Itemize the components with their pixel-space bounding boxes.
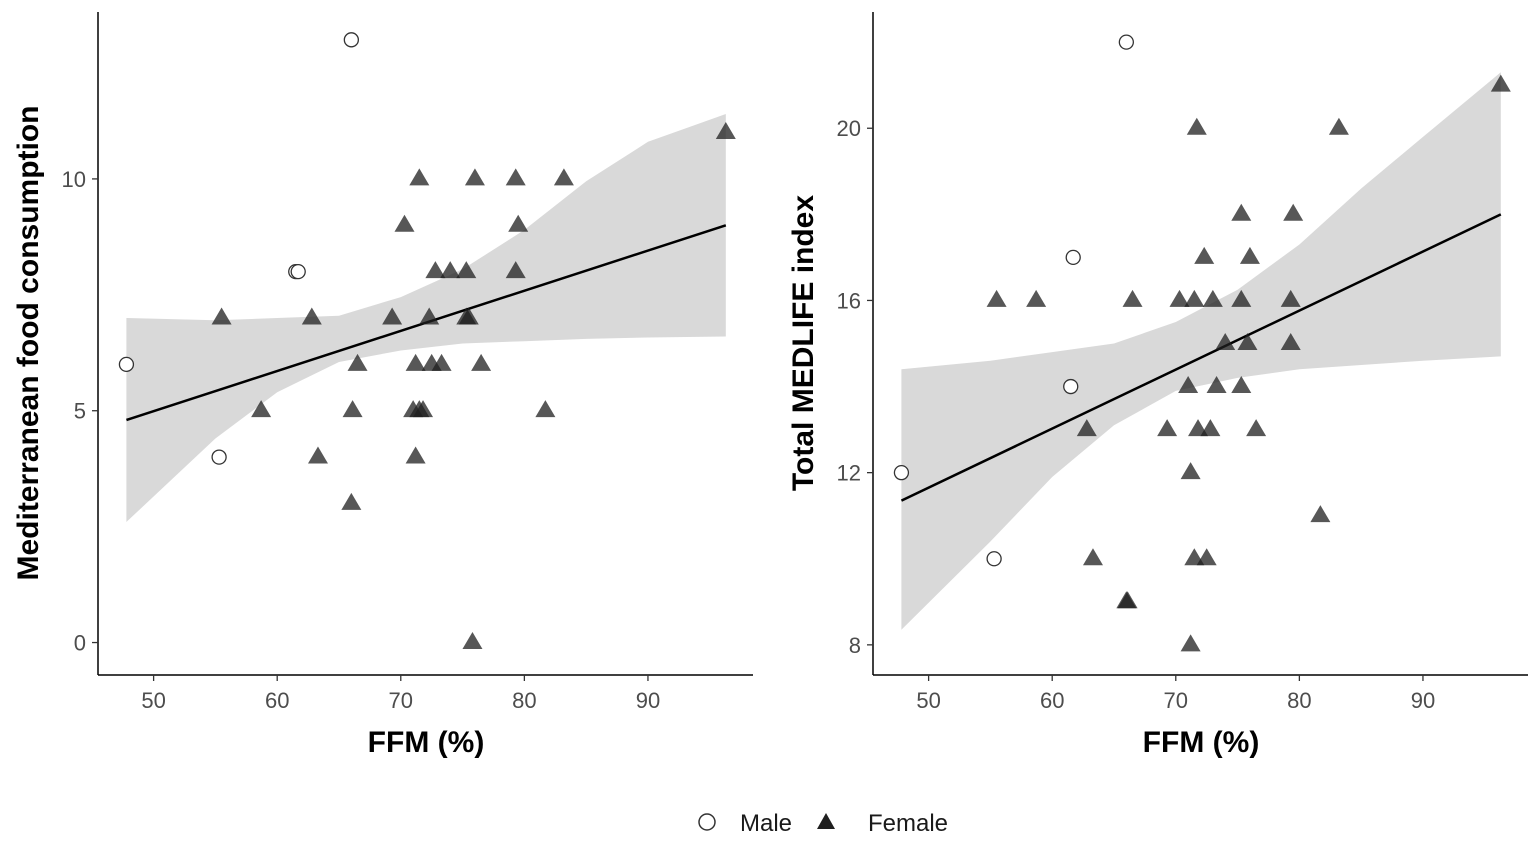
left-female-point-28 (505, 261, 526, 279)
right-female-point-19 (1202, 289, 1223, 307)
left-female-point-10 (405, 353, 426, 371)
left-female-point-11 (405, 446, 426, 464)
right-female-point-18 (1200, 419, 1221, 437)
left-female-point-26 (505, 168, 526, 186)
left-y-tick-label-1: 5 (74, 399, 86, 424)
right-male-point-4 (1118, 34, 1134, 50)
right-y-tick-label-2: 16 (837, 288, 861, 313)
right-male-point-0 (893, 465, 910, 481)
left-x-tick-label-0: 50 (141, 688, 165, 713)
left-y-axis-title: Mediterranean food consumption (12, 105, 45, 580)
right-female-point-22 (1231, 203, 1252, 221)
legend-female-label: Female (868, 810, 948, 837)
right-y-tick-label-3: 20 (837, 116, 861, 141)
left-female-point-15 (419, 307, 440, 325)
left-female-point-4 (341, 492, 362, 510)
right-male-point-3 (1065, 249, 1081, 266)
right-male-point-2 (1063, 378, 1079, 395)
left-female-point-31 (715, 122, 736, 140)
right-y-tick-label-1: 12 (837, 461, 861, 486)
left-female-point-29 (535, 400, 556, 418)
right-confidence-band (901, 72, 1501, 630)
left-male-point-0 (118, 356, 135, 373)
left-female-point-7 (382, 307, 403, 325)
right-female-point-33 (1490, 74, 1511, 92)
right-y-axis-title: Total MEDLIFE index (787, 195, 820, 491)
right-x-tick-label-1: 60 (1040, 688, 1064, 713)
right-female-point-11 (1180, 634, 1201, 652)
right-x-tick-label-2: 70 (1164, 688, 1188, 713)
left-female-point-14 (413, 400, 434, 418)
right-female-point-26 (1239, 246, 1260, 264)
left-female-point-8 (394, 214, 415, 232)
right-female-point-10 (1180, 462, 1201, 480)
left-x-axis-title: FFM (%) (368, 726, 485, 759)
left-female-point-24 (464, 168, 485, 186)
right-female-point-20 (1206, 376, 1227, 394)
right-female-point-16 (1194, 246, 1215, 264)
right-female-point-5 (1117, 591, 1138, 609)
right-female-point-12 (1184, 289, 1205, 307)
right-x-tick-label-4: 90 (1411, 688, 1435, 713)
right-female-point-30 (1280, 332, 1301, 350)
right-x-axis-title: FFM (%) (1143, 726, 1260, 759)
right-y-tick-label-0: 8 (849, 633, 861, 658)
left-female-point-23 (462, 632, 483, 650)
right-male-point-1 (986, 551, 1002, 567)
right-female-point-27 (1246, 419, 1267, 437)
right-female-point-31 (1310, 505, 1331, 523)
right-female-point-7 (1157, 419, 1178, 437)
legend: Male Female (698, 810, 948, 837)
right-female-point-21 (1215, 332, 1236, 350)
left-female-point-6 (347, 353, 368, 371)
right-female-point-1 (1026, 289, 1047, 307)
left-male-point-4 (343, 32, 359, 48)
left-female-point-3 (307, 446, 328, 464)
left-x-tick-label-4: 90 (636, 688, 660, 713)
legend-male-marker (698, 813, 716, 831)
left-female-point-20 (456, 261, 477, 279)
left-y-tick-label-2: 10 (62, 167, 86, 192)
right-x-tick-label-0: 50 (916, 688, 940, 713)
right-female-point-14 (1186, 117, 1207, 135)
left-female-point-0 (211, 307, 232, 325)
left-female-point-27 (508, 214, 529, 232)
left-male-point-1 (211, 449, 227, 465)
right-female-point-8 (1169, 289, 1190, 307)
right-fit-line (900, 213, 1502, 502)
left-female-point-5 (342, 400, 363, 418)
right-female-point-25 (1237, 332, 1258, 350)
right-female-point-0 (986, 289, 1007, 307)
right-female-point-23 (1231, 289, 1252, 307)
left-female-point-30 (553, 168, 574, 186)
left-y-tick-label-0: 0 (74, 631, 86, 656)
left-female-point-1 (251, 400, 272, 418)
right-female-point-2 (1076, 419, 1097, 437)
left-x-tick-label-2: 70 (389, 688, 413, 713)
right-female-point-29 (1280, 289, 1301, 307)
right-female-point-24 (1231, 376, 1252, 394)
left-female-point-22 (458, 307, 479, 325)
left-female-point-25 (471, 353, 492, 371)
left-x-tick-label-1: 60 (265, 688, 289, 713)
left-female-point-2 (301, 307, 322, 325)
right-female-point-32 (1328, 117, 1349, 135)
left-panel: FFM (%) Mediterranean food consumption 5… (12, 12, 753, 759)
right-female-point-9 (1178, 376, 1199, 394)
left-male-point-3 (290, 263, 306, 280)
right-female-point-28 (1283, 203, 1304, 221)
right-female-point-3 (1082, 548, 1103, 566)
legend-female-marker (817, 813, 835, 829)
legend-male-label: Male (740, 810, 792, 837)
right-x-tick-label-3: 80 (1287, 688, 1311, 713)
left-female-point-18 (431, 353, 452, 371)
right-female-point-17 (1196, 548, 1217, 566)
left-female-point-19 (440, 261, 461, 279)
left-female-point-12 (409, 168, 430, 186)
left-female-point-17 (425, 261, 446, 279)
right-female-point-6 (1122, 289, 1143, 307)
right-panel: FFM (%) Total MEDLIFE index 50 60 70 80 90 8 1… (787, 12, 1528, 759)
left-x-tick-label-3: 80 (512, 688, 536, 713)
